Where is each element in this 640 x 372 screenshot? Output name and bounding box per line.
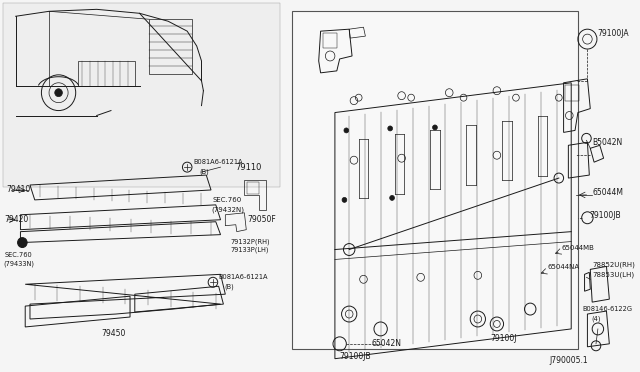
Bar — [149, 19, 192, 74]
Bar — [566, 85, 579, 101]
Circle shape — [17, 238, 27, 247]
Bar — [247, 182, 259, 194]
Text: (79432N): (79432N) — [211, 206, 244, 213]
Text: B081A6-6121A: B081A6-6121A — [194, 159, 243, 165]
Text: SEC.760: SEC.760 — [213, 197, 242, 203]
Circle shape — [344, 128, 349, 133]
Text: (B): (B) — [225, 284, 234, 291]
Text: 79420: 79420 — [4, 215, 29, 224]
Text: B08146-6122G: B08146-6122G — [582, 306, 633, 312]
Circle shape — [388, 126, 392, 131]
Text: 79450: 79450 — [102, 329, 126, 339]
Text: (B): (B) — [200, 169, 209, 175]
Text: 79410: 79410 — [6, 186, 31, 195]
Text: 79100JB: 79100JB — [340, 352, 371, 361]
Bar — [292, 11, 578, 349]
Text: 79050F: 79050F — [247, 215, 276, 224]
Bar — [3, 3, 280, 187]
Circle shape — [55, 89, 62, 97]
Bar — [77, 61, 135, 86]
Text: 65044NA: 65044NA — [547, 264, 579, 270]
Text: 65042N: 65042N — [371, 339, 401, 348]
Text: 78852U(RH): 78852U(RH) — [592, 261, 635, 268]
Circle shape — [390, 195, 394, 201]
Text: (79433N): (79433N) — [3, 260, 35, 267]
Text: 65044M: 65044M — [592, 189, 623, 198]
Text: B081A6-6121A: B081A6-6121A — [219, 274, 268, 280]
Text: 79110: 79110 — [235, 163, 261, 171]
Circle shape — [342, 198, 347, 202]
Text: 79100JA: 79100JA — [597, 29, 628, 38]
Text: 79100JB: 79100JB — [589, 211, 621, 220]
Text: SEC.760: SEC.760 — [4, 253, 32, 259]
Text: 78853U(LH): 78853U(LH) — [592, 271, 634, 278]
Text: 79133P(LH): 79133P(LH) — [230, 246, 269, 253]
Text: 79100J: 79100J — [490, 334, 516, 343]
Circle shape — [433, 125, 437, 130]
Text: 79132P(RH): 79132P(RH) — [230, 238, 269, 245]
Bar — [323, 33, 337, 48]
Text: (4): (4) — [591, 316, 601, 322]
Text: 65044MB: 65044MB — [562, 244, 595, 250]
Text: B5042N: B5042N — [592, 138, 623, 147]
Text: J790005.1: J790005.1 — [549, 356, 588, 365]
